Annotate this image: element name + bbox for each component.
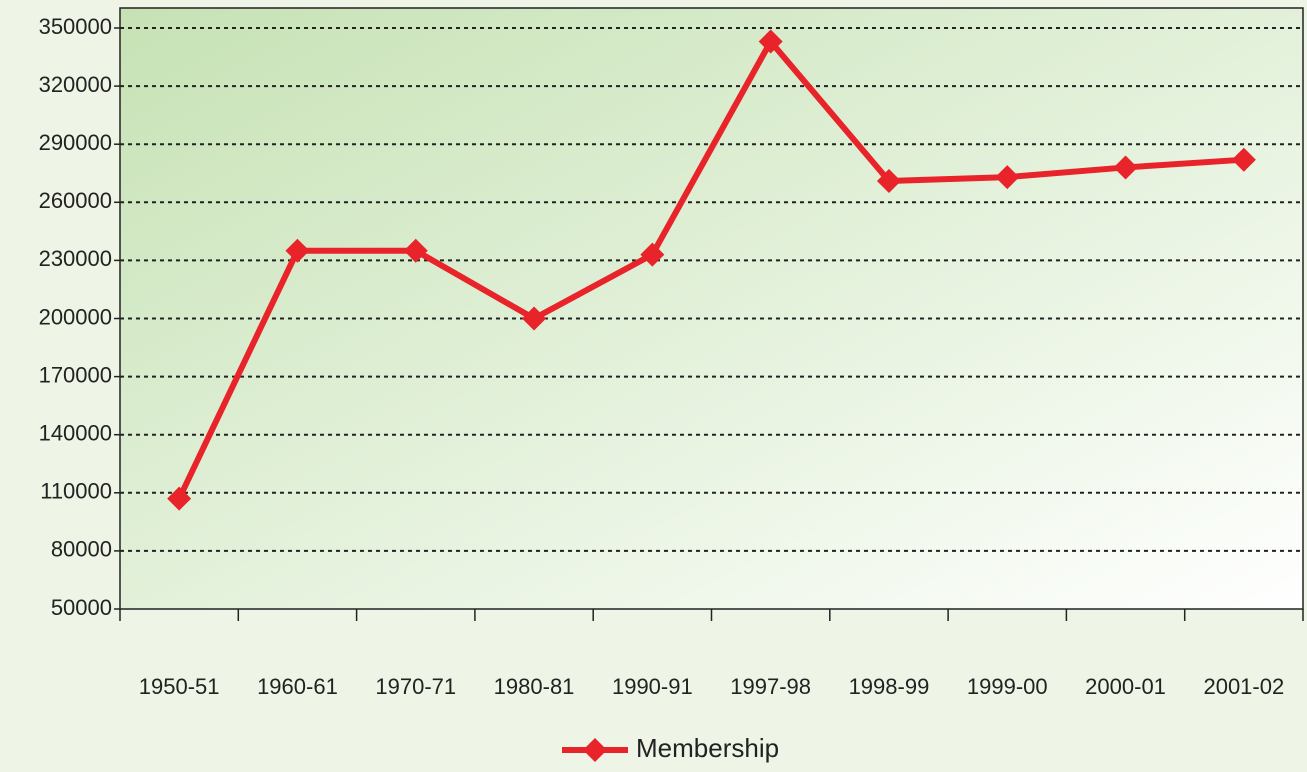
x-tick-label: 1999-00 bbox=[967, 674, 1048, 699]
y-tick-label: 350000 bbox=[39, 14, 112, 39]
data-point bbox=[167, 486, 192, 511]
data-point bbox=[522, 306, 547, 331]
x-tick-label: 1960-61 bbox=[257, 674, 338, 699]
x-tick-label: 2000-01 bbox=[1085, 674, 1166, 699]
y-tick-label: 140000 bbox=[39, 421, 112, 446]
data-point bbox=[403, 238, 428, 263]
y-tick-label: 230000 bbox=[39, 246, 112, 271]
y-tick-label: 290000 bbox=[39, 130, 112, 155]
plot-area bbox=[119, 7, 1304, 610]
data-point bbox=[285, 238, 310, 263]
x-tick-label: 1970-71 bbox=[375, 674, 456, 699]
data-line bbox=[176, 38, 1245, 500]
data-point bbox=[640, 242, 665, 267]
y-tick-label: 110000 bbox=[40, 479, 112, 504]
data-point bbox=[758, 29, 783, 54]
x-tick-label: 1998-99 bbox=[849, 674, 930, 699]
x-tick-label: 2001-02 bbox=[1203, 674, 1284, 699]
data-point bbox=[995, 165, 1020, 190]
data-point bbox=[1113, 155, 1138, 180]
x-tick-label: 1950-51 bbox=[139, 674, 220, 699]
y-tick-label: 170000 bbox=[39, 362, 112, 387]
y-tick-label: 320000 bbox=[39, 72, 112, 97]
y-tick-label: 200000 bbox=[39, 304, 112, 329]
x-tick-label: 1980-81 bbox=[494, 674, 575, 699]
y-tick-label: 260000 bbox=[39, 188, 112, 213]
legend-label: Membership bbox=[636, 733, 779, 763]
legend-marker bbox=[583, 738, 607, 762]
data-point bbox=[876, 168, 901, 193]
x-tick-label: 1997-98 bbox=[730, 674, 811, 699]
x-tick-label: 1990-91 bbox=[612, 674, 693, 699]
y-tick-label: 50000 bbox=[51, 595, 112, 620]
data-point bbox=[1231, 147, 1256, 172]
y-tick-label: 80000 bbox=[51, 537, 112, 562]
